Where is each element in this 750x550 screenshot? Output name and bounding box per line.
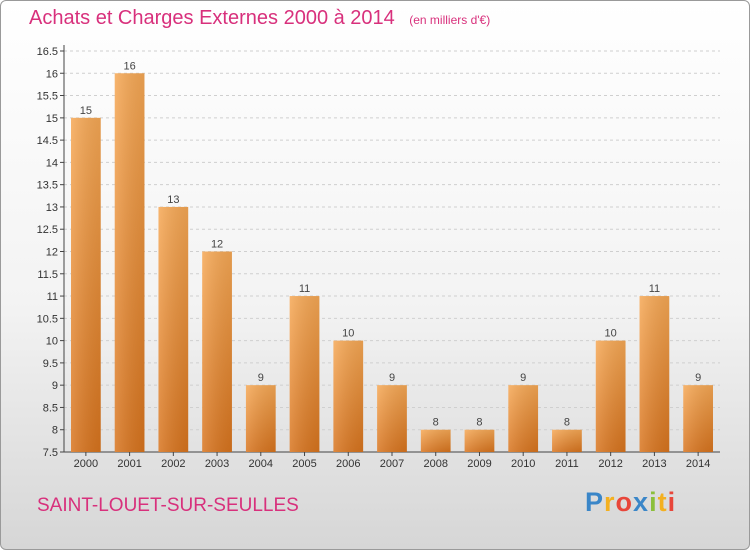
x-tick-label: 2013: [642, 458, 666, 470]
data-label: 10: [605, 328, 617, 340]
bar-shade: [683, 385, 714, 452]
x-tick-label: 2002: [161, 458, 185, 470]
y-tick-label: 14: [46, 157, 58, 169]
data-label: 15: [80, 105, 92, 117]
y-tick-label: 9.5: [43, 358, 58, 370]
logo-letter: r: [604, 487, 616, 517]
x-tick-label: 2006: [336, 458, 360, 470]
bar-shade: [464, 429, 495, 452]
x-tick-label: 2009: [467, 458, 491, 470]
x-tick-label: 2010: [511, 458, 535, 470]
data-label: 9: [695, 372, 701, 384]
data-label: 9: [258, 372, 264, 384]
proxiti-logo: Proxiti: [585, 487, 676, 518]
y-tick-label: 15.5: [37, 91, 58, 103]
data-label: 8: [564, 417, 570, 429]
x-tick-label: 2004: [249, 458, 273, 470]
chart-title: Achats et Charges Externes 2000 à 2014: [29, 7, 395, 29]
x-tick-label: 2011: [555, 458, 579, 470]
x-tick-label: 2005: [292, 458, 316, 470]
y-tick-label: 8.5: [43, 402, 58, 414]
bar-shade: [508, 385, 539, 452]
y-tick-label: 8: [52, 425, 58, 437]
logo-letter: i: [649, 487, 658, 517]
data-label: 11: [299, 283, 310, 295]
data-label: 8: [433, 417, 439, 429]
x-tick-label: 2007: [380, 458, 404, 470]
bar-shade: [639, 296, 670, 452]
bar-shade: [420, 429, 451, 452]
data-label: 12: [211, 239, 223, 251]
y-tick-label: 7.5: [43, 447, 58, 459]
y-tick-label: 12.5: [37, 224, 58, 236]
y-tick-label: 12: [46, 247, 58, 259]
data-label: 13: [167, 194, 179, 206]
y-tick-label: 16.5: [37, 46, 58, 58]
data-label: 11: [649, 283, 660, 295]
y-tick-label: 15: [46, 113, 58, 125]
labels: 7.5 8 8.5 9 9.5 10 10.5 11 11.5 12 12.5 13 13.5 14 14.…: [37, 46, 711, 470]
bar-shade: [202, 251, 232, 452]
x-tick-label: 2001: [117, 458, 141, 470]
bar-shade: [552, 429, 582, 452]
bar-shade: [289, 296, 320, 452]
logo-letter: P: [585, 487, 605, 517]
logo-letter: x: [633, 487, 650, 517]
bar-shade: [70, 117, 101, 452]
y-tick-label: 13: [46, 202, 58, 214]
bar-shade: [377, 385, 407, 452]
bar-shade: [158, 206, 189, 452]
y-tick-label: 10: [46, 336, 58, 348]
data-label: 10: [342, 328, 354, 340]
data-label: 9: [520, 372, 526, 384]
data-label: 8: [476, 417, 482, 429]
bars: [70, 73, 714, 453]
title-row: Achats et Charges Externes 2000 à 2014 (…: [29, 7, 490, 30]
x-tick-label: 2000: [74, 458, 98, 470]
y-tick-label: 9: [52, 380, 58, 392]
bar-shade: [245, 385, 276, 452]
y-tick-label: 11.5: [37, 269, 58, 281]
bar-shade: [333, 340, 364, 452]
y-tick-label: 16: [46, 68, 58, 80]
logo-letter: i: [667, 487, 677, 517]
x-tick-label: 2003: [205, 458, 229, 470]
x-tick-label: 2014: [686, 458, 710, 470]
y-tick-label: 14.5: [37, 135, 58, 147]
location-name: SAINT-LOUET-SUR-SEULLES: [37, 495, 299, 516]
y-tick-label: 13.5: [37, 180, 58, 192]
logo-letter: o: [615, 487, 634, 517]
chart-unit: (en milliers d'€): [409, 13, 491, 27]
data-label: 9: [389, 372, 395, 384]
bar-shade: [595, 340, 626, 452]
data-label: 16: [123, 60, 135, 72]
x-tick-label: 2008: [423, 458, 447, 470]
bar-shade: [114, 73, 145, 453]
y-tick-label: 11: [47, 291, 58, 303]
y-tick-label: 10.5: [37, 313, 58, 325]
logo-letter: t: [657, 487, 668, 517]
x-tick-label: 2012: [598, 458, 622, 470]
